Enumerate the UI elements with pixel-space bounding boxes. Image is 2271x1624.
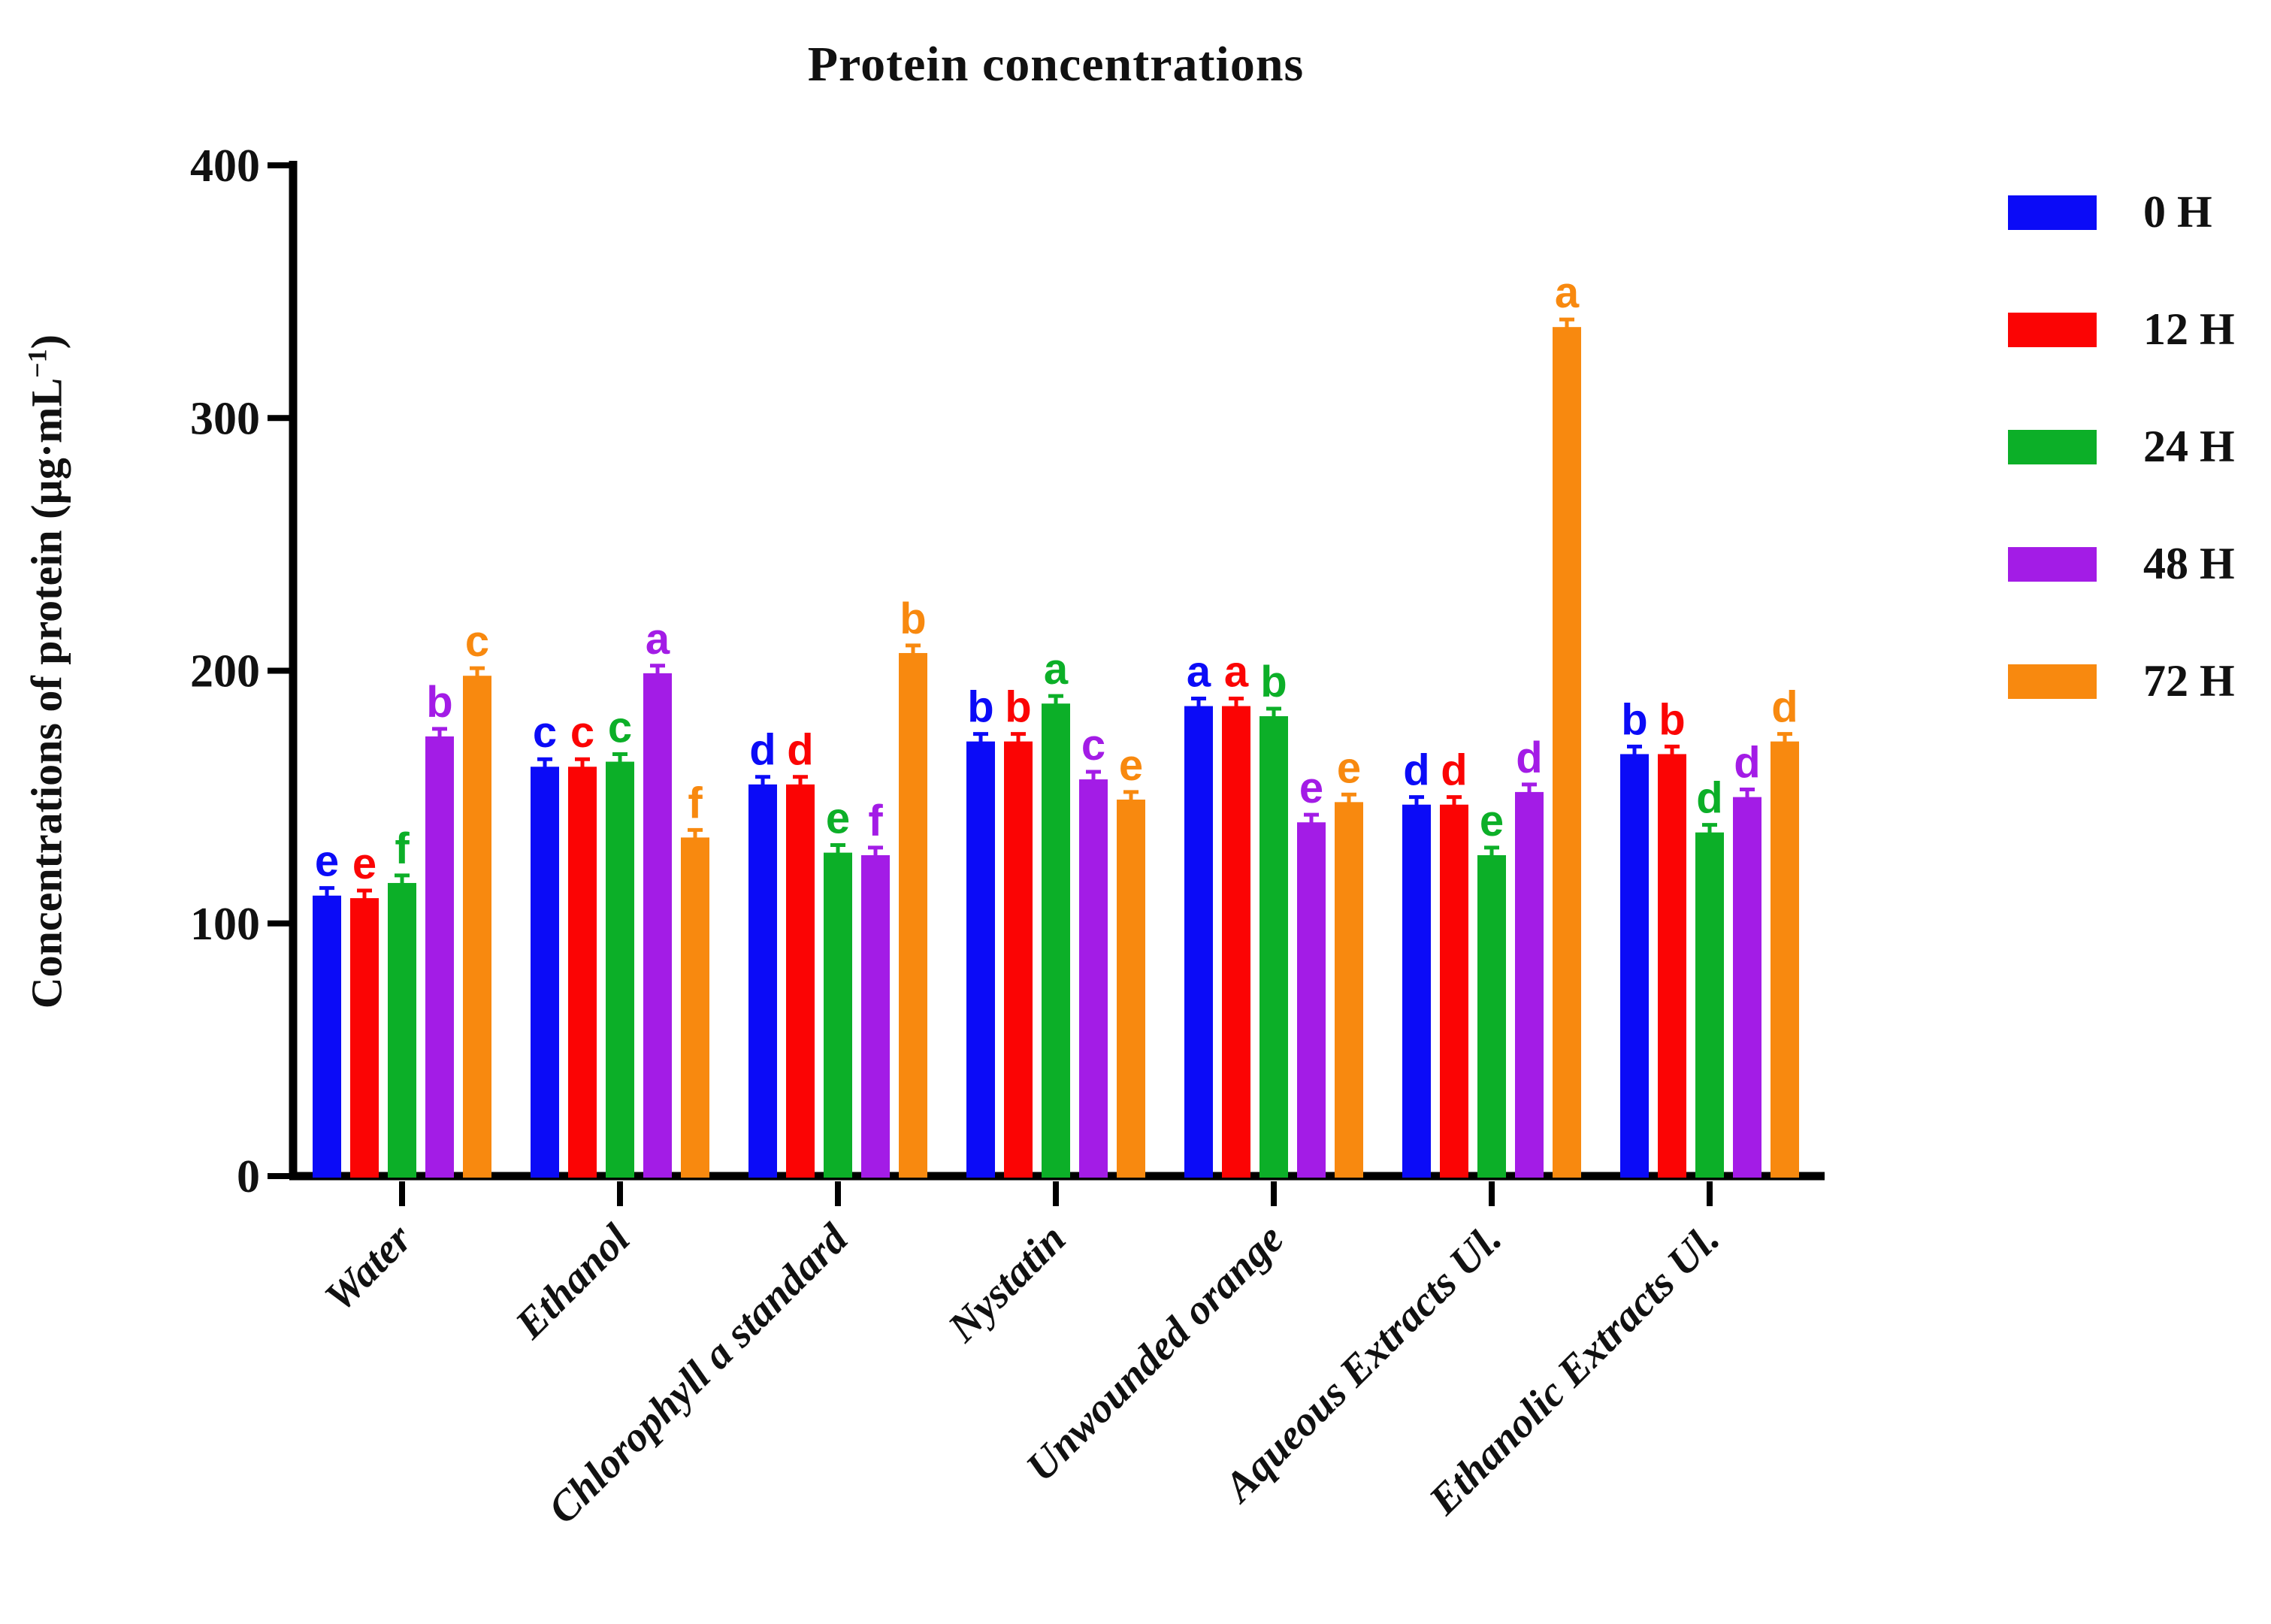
significance-letter: b: [1260, 658, 1287, 706]
bar: [425, 736, 454, 1178]
bar: [643, 673, 672, 1178]
legend-label: 24 H: [2143, 422, 2235, 471]
significance-letter: d: [1403, 746, 1429, 795]
bar: [568, 767, 597, 1178]
significance-letter: a: [1555, 268, 1580, 317]
bar: [824, 852, 852, 1178]
legend-swatch: [2008, 195, 2097, 230]
significance-letter: d: [749, 726, 776, 775]
legend-label: 72 H: [2143, 656, 2235, 706]
significance-letter: c: [608, 703, 632, 752]
legend-swatch: [2008, 313, 2097, 347]
bar: [1297, 822, 1326, 1178]
significance-letter: c: [570, 708, 594, 757]
significance-letter: a: [1224, 647, 1249, 696]
y-tick-label: 0: [237, 1151, 260, 1202]
bar: [1222, 706, 1250, 1178]
bar: [1004, 741, 1033, 1178]
bar: [1440, 804, 1468, 1178]
significance-letter: c: [465, 617, 489, 666]
bar: [1733, 797, 1761, 1178]
significance-letter: e: [352, 839, 376, 888]
significance-letter: b: [1005, 683, 1031, 732]
significance-letter: d: [787, 726, 813, 775]
significance-letter: a: [1187, 647, 1211, 696]
bar: [1117, 799, 1145, 1178]
significance-letter: b: [967, 683, 993, 732]
legend-swatch: [2008, 664, 2097, 699]
bar: [388, 882, 416, 1178]
significance-letter: a: [646, 615, 670, 664]
significance-letter: e: [1337, 743, 1361, 792]
bar: [681, 837, 709, 1178]
bar: [899, 652, 927, 1178]
y-tick-label: 400: [190, 141, 260, 192]
bar: [861, 854, 890, 1178]
y-tick-label: 300: [190, 393, 260, 444]
significance-letter: d: [1771, 683, 1798, 732]
significance-letter: b: [426, 678, 452, 727]
significance-letter: b: [1621, 695, 1647, 744]
significance-letter: c: [533, 708, 557, 757]
bar: [1515, 791, 1544, 1178]
legend-label: 48 H: [2143, 539, 2235, 588]
significance-letter: e: [1299, 764, 1323, 812]
significance-letter: f: [688, 779, 703, 827]
significance-letter: e: [315, 837, 339, 886]
bar: [1771, 741, 1799, 1178]
x-category-label: Nystatin: [939, 1215, 1075, 1351]
bar: [748, 784, 777, 1178]
bar: [966, 741, 995, 1178]
bar: [1658, 754, 1686, 1178]
bar: [1079, 779, 1108, 1178]
significance-letter: e: [1480, 797, 1504, 845]
significance-letter: d: [1696, 774, 1722, 823]
bar: [786, 784, 815, 1178]
significance-letter: f: [868, 797, 883, 845]
significance-letter: d: [1516, 733, 1542, 782]
significance-letter: a: [1044, 645, 1069, 694]
bar: [1620, 754, 1649, 1178]
bar: [1335, 802, 1363, 1178]
bar: [1184, 706, 1213, 1178]
bar: [313, 895, 341, 1178]
bar: [350, 898, 379, 1178]
legend-swatch: [2008, 547, 2097, 582]
bar: [1259, 716, 1288, 1178]
bar: [1477, 854, 1506, 1178]
bar: [531, 767, 559, 1178]
y-tick-label: 200: [190, 646, 260, 697]
legend-label: 12 H: [2143, 304, 2235, 354]
bar: [1695, 832, 1724, 1178]
significance-letter: d: [1734, 739, 1760, 788]
x-category-label: Water: [316, 1214, 422, 1320]
bar: [1042, 703, 1070, 1178]
bar: [1402, 804, 1431, 1178]
significance-letter: d: [1441, 746, 1467, 795]
legend-label: 0 H: [2143, 187, 2212, 237]
bar: [463, 676, 491, 1178]
significance-letter: c: [1081, 721, 1105, 770]
significance-letter: f: [395, 824, 410, 873]
chart-title: Protein concentrations: [807, 37, 1305, 92]
legend-swatch: [2008, 430, 2097, 464]
significance-letter: b: [1659, 695, 1685, 744]
significance-letter: b: [900, 594, 926, 643]
x-category-label: Ethanol: [507, 1215, 640, 1348]
significance-letter: e: [1119, 741, 1143, 790]
bar: [606, 761, 634, 1178]
bar: [1553, 327, 1581, 1178]
y-tick-label: 100: [190, 899, 260, 950]
significance-letter: e: [826, 794, 850, 843]
